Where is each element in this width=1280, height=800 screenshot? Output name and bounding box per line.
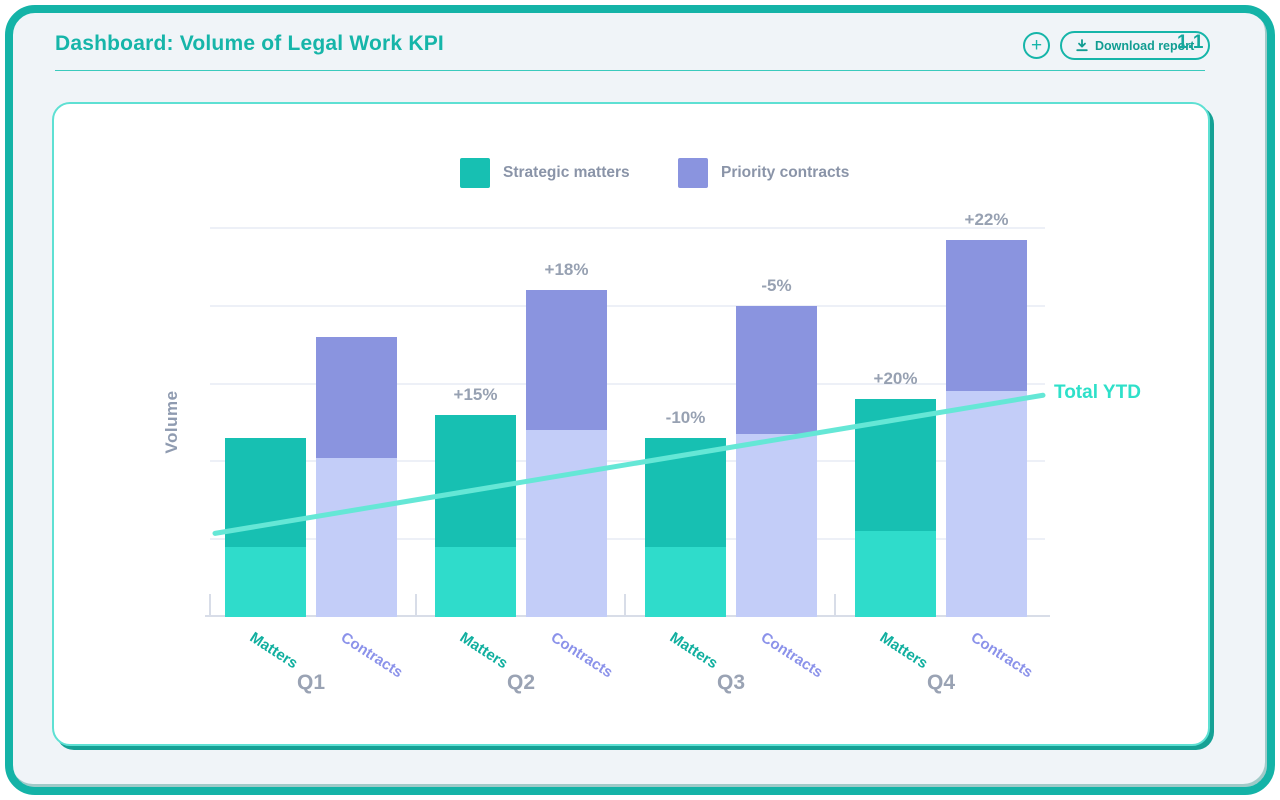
plot-area: Matters Contracts Q1 +15% Matters +18% Contrac… (205, 209, 1050, 694)
bar-q1-matters-base-segment (225, 546, 306, 617)
axis-tick-0 (209, 594, 211, 616)
download-report-button[interactable]: Download report (1060, 31, 1211, 60)
bar-q4-contracts-base-segment (946, 391, 1027, 617)
legend-label-priority-contracts: Priority contracts (721, 164, 850, 181)
bar-q1-contracts-top-segment (316, 336, 397, 458)
trend-line (212, 392, 1046, 536)
trend-line-label: Total YTD (1054, 382, 1141, 403)
legend-item-strategic-matters[interactable]: Strategic matters (460, 158, 630, 188)
add-button[interactable]: + (1023, 32, 1050, 59)
bar-q3-contracts[interactable] (736, 305, 817, 617)
annotation-q3-contracts: -5% (761, 275, 792, 295)
annotation-q3-matters: -10% (665, 408, 706, 428)
page-title: Dashboard: Volume of Legal Work KPI (55, 32, 444, 55)
annotation-q4-matters: +20% (873, 369, 918, 389)
bar-q2-contracts[interactable] (526, 290, 607, 617)
download-report-label: Download report (1095, 38, 1195, 53)
bar-q4-contracts[interactable] (946, 239, 1027, 617)
gridline-100 (210, 227, 1045, 229)
axis-tick-2 (624, 594, 626, 616)
y-axis-label: Volume (162, 390, 181, 454)
gridline-20 (210, 538, 1045, 541)
quarter-label-q4: Q4 (926, 671, 955, 694)
legend-swatch-strategic-matters (460, 158, 490, 188)
gridline-80 (210, 304, 1045, 307)
bar-q3-matters-base-segment (645, 546, 726, 617)
bar-q1-contracts[interactable] (316, 336, 397, 617)
annotation-q2-matters: +15% (453, 384, 498, 404)
legend-item-priority-contracts[interactable]: Priority contracts (678, 158, 849, 188)
version-label: 1.1 (1177, 32, 1204, 53)
bar-q1-contracts-base-segment (316, 457, 397, 617)
axis-tick-1 (415, 594, 417, 616)
bar-q2-contracts-top-segment (526, 290, 607, 431)
axis-tick-3 (834, 594, 836, 616)
quarter-label-q2: Q2 (506, 671, 535, 694)
bar-q2-contracts-base-segment (526, 430, 607, 617)
bar-q4-contracts-top-segment (946, 239, 1027, 392)
annotation-q2-contracts: +18% (544, 260, 589, 280)
add-icon: + (1030, 35, 1043, 56)
gridline-60 (210, 382, 1045, 385)
bar-q4-matters-base-segment (855, 531, 936, 617)
bar-q2-matters[interactable] (435, 414, 516, 617)
bar-q2-matters-top-segment (435, 414, 516, 547)
header-divider (55, 70, 1205, 71)
bar-q2-matters-base-segment (435, 546, 516, 617)
bar-q3-contracts-base-segment (736, 434, 817, 617)
bar-q3-contracts-top-segment (736, 305, 817, 435)
gridline-40 (210, 460, 1045, 463)
quarter-label-q3: Q3 (716, 671, 745, 694)
download-icon (1076, 39, 1088, 52)
x-axis-line (205, 615, 1050, 617)
legend-label-strategic-matters: Strategic matters (503, 164, 630, 181)
annotation-q4-contracts: +22% (964, 209, 1009, 229)
legend-swatch-priority-contracts (678, 158, 708, 188)
quarter-label-q1: Q1 (296, 671, 325, 694)
